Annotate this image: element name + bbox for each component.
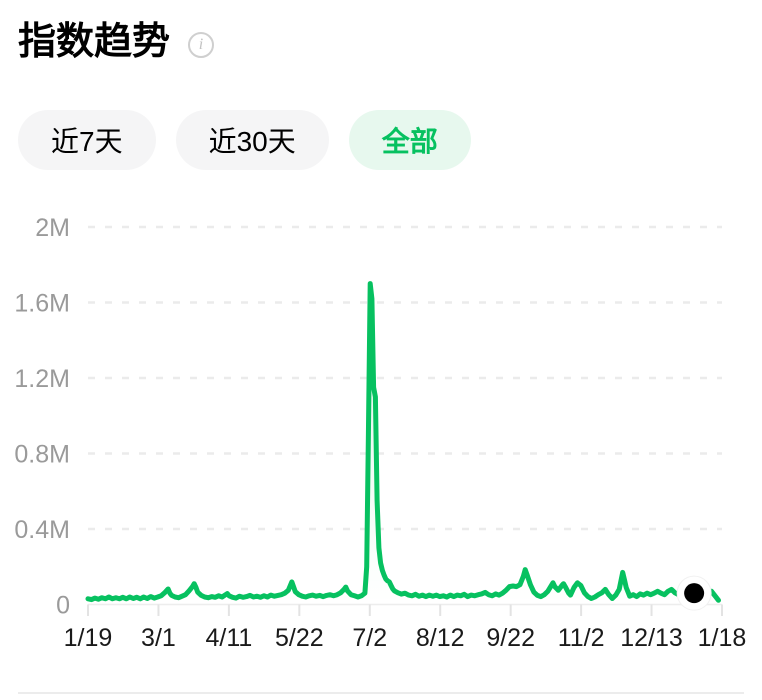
- filter-last-30-days[interactable]: 近30天: [175, 109, 329, 170]
- y-axis-label: 0: [56, 592, 70, 620]
- chart-plot-area[interactable]: [88, 210, 722, 610]
- x-axis-label: 4/11: [205, 624, 252, 652]
- x-axis-label: 9/22: [486, 624, 535, 652]
- x-axis-label: 3/1: [141, 624, 176, 652]
- y-axis-label: 0.4M: [14, 516, 70, 544]
- x-axis-label: 12/13: [620, 624, 683, 652]
- x-axis-label: 11/2: [558, 624, 605, 652]
- x-axis-label: 1/18: [698, 624, 747, 652]
- filter-last-7-days[interactable]: 近7天: [18, 109, 156, 170]
- y-axis-label: 1.6M: [14, 290, 70, 318]
- y-axis-label: 1.2M: [14, 365, 70, 393]
- filter-all-time[interactable]: 全部: [348, 109, 471, 170]
- x-axis-label: 7/2: [352, 624, 387, 652]
- info-icon-glyph: i: [198, 35, 204, 53]
- time-range-filter: 近7天 近30天 全部: [0, 109, 762, 170]
- x-axis-label: 5/22: [275, 624, 324, 652]
- chart-x-axis-labels: 1/19 3/1 4/11 5/22 7/2 8/12 9/22 11/2 12/13 1/18: [64, 624, 747, 652]
- y-axis-label: 0.8M: [14, 441, 70, 469]
- bottom-divider: [18, 692, 744, 694]
- y-axis-label: 2M: [35, 214, 70, 242]
- x-axis-label: 1/19: [64, 624, 113, 652]
- chart-y-axis-labels: 0 0.4M 0.8M 1.2M 1.6M 2M: [14, 214, 70, 620]
- page-title: 指数趋势: [18, 21, 171, 63]
- x-axis-label: 8/12: [416, 624, 465, 652]
- info-icon[interactable]: i: [188, 31, 215, 58]
- header: 指数趋势 i: [0, 0, 762, 64]
